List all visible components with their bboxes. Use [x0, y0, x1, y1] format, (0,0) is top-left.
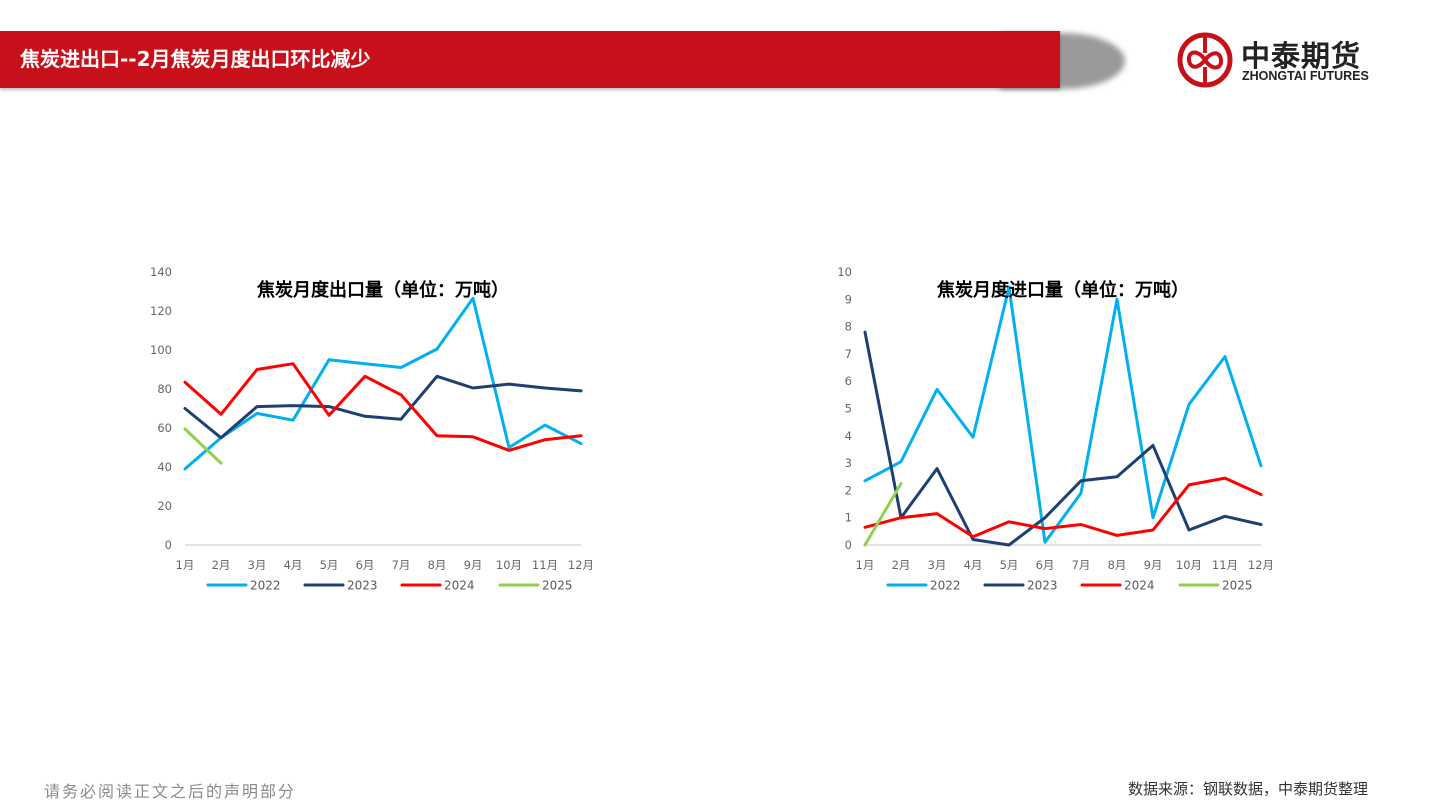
legend-item-2024: 2024 [400, 579, 475, 593]
page-title: 焦炭进出口--2月焦炭月度出口环比减少 [20, 47, 371, 71]
x-tick-label: 8月 [1108, 558, 1127, 572]
y-tick-label: 120 [150, 304, 172, 318]
x-tick-label: 2月 [892, 558, 911, 572]
x-tick-label: 1月 [176, 558, 195, 572]
x-tick-label: 3月 [248, 558, 267, 572]
x-tick-label: 5月 [320, 558, 339, 572]
y-tick-label: 140 [150, 265, 172, 279]
y-tick-label: 7 [845, 347, 852, 361]
legend-item-2023: 2023 [303, 579, 378, 593]
series-line-2022 [863, 285, 1263, 544]
legend-item-2023: 2023 [983, 579, 1058, 593]
legend-item-2025: 2025 [1178, 579, 1253, 593]
header-bar: 焦炭进出口--2月焦炭月度出口环比减少 [0, 31, 1060, 88]
legend-item-2022: 2022 [206, 579, 281, 593]
x-tick-label: 9月 [464, 558, 483, 572]
series-line-2022 [183, 296, 583, 471]
y-tick-label: 100 [150, 343, 172, 357]
x-tick-label: 9月 [1144, 558, 1163, 572]
legend-label: 2025 [542, 579, 573, 593]
x-tick-label: 1月 [856, 558, 875, 572]
y-tick-label: 8 [845, 320, 852, 334]
x-tick-label: 11月 [1212, 558, 1238, 572]
x-tick-label: 10月 [1176, 558, 1202, 572]
x-tick-label: 11月 [532, 558, 558, 572]
legend-label: 2025 [1222, 579, 1253, 593]
series-line-2025 [863, 482, 903, 547]
chart-title: 焦炭月度进口量（单位：万吨） [936, 279, 1189, 301]
y-tick-label: 10 [837, 265, 852, 279]
x-tick-label: 2月 [212, 558, 231, 572]
y-tick-label: 2 [845, 483, 852, 497]
legend-item-2024: 2024 [1080, 579, 1155, 593]
y-tick-label: 60 [157, 421, 172, 435]
export-chart: 0 20 40 60 80 100 120 140 1月 2月 3月 4月 5月 6月 7月 8月 9月 10月 1… [130, 258, 610, 603]
legend-label: 2023 [1027, 579, 1058, 593]
x-tick-label: 12月 [1248, 558, 1274, 572]
logo-name-en: ZHONGTAI FUTURES [1242, 69, 1369, 83]
logo-emblem-icon [1177, 32, 1233, 88]
logo-name-cn: 中泰期货 [1241, 39, 1362, 73]
chart-title: 焦炭月度出口量（单位：万吨） [256, 279, 509, 301]
y-tick-label: 1 [845, 511, 852, 525]
series-line-2024 [863, 476, 1263, 539]
company-logo: 中泰期货 ZHONGTAI FUTURES [1176, 31, 1396, 89]
data-source-text: 数据来源：钢联数据，中泰期货整理 [1128, 780, 1369, 798]
y-tick-label: 20 [157, 499, 172, 513]
y-tick-label: 3 [845, 456, 852, 470]
y-tick-label: 0 [845, 538, 852, 552]
y-tick-label: 80 [157, 382, 172, 396]
y-tick-label: 4 [845, 429, 852, 443]
legend-item-2025: 2025 [498, 579, 573, 593]
series-line-2023 [183, 374, 583, 440]
x-tick-label: 7月 [1072, 558, 1091, 572]
x-tick-label: 4月 [284, 558, 303, 572]
x-tick-label: 5月 [1000, 558, 1019, 572]
y-tick-label: 6 [845, 374, 852, 388]
legend-item-2022: 2022 [886, 579, 961, 593]
y-tick-label: 9 [845, 292, 852, 306]
import-chart: 0 1 2 3 4 5 6 7 8 9 10 1月 2月 3月 4月 5月 6月 7月 8月 9月 10月 11月 12月 焦… [810, 258, 1290, 603]
legend-label: 2022 [250, 579, 281, 593]
x-tick-label: 6月 [1036, 558, 1055, 572]
legend-label: 2022 [930, 579, 961, 593]
series-line-2023 [863, 330, 1263, 547]
legend-label: 2024 [444, 579, 475, 593]
series-line-2024 [183, 362, 583, 452]
x-tick-label: 10月 [496, 558, 522, 572]
y-tick-label: 40 [157, 460, 172, 474]
y-tick-label: 0 [165, 538, 172, 552]
x-tick-label: 6月 [356, 558, 375, 572]
legend-label: 2023 [347, 579, 378, 593]
x-tick-label: 4月 [964, 558, 983, 572]
series-line-2025 [183, 427, 223, 465]
y-tick-label: 5 [845, 402, 852, 416]
legend-label: 2024 [1124, 579, 1155, 593]
x-tick-label: 7月 [392, 558, 411, 572]
disclaimer-text: 请务必阅读正文之后的声明部分 [44, 782, 297, 801]
x-tick-label: 12月 [568, 558, 594, 572]
x-tick-label: 8月 [428, 558, 447, 572]
x-tick-label: 3月 [928, 558, 947, 572]
